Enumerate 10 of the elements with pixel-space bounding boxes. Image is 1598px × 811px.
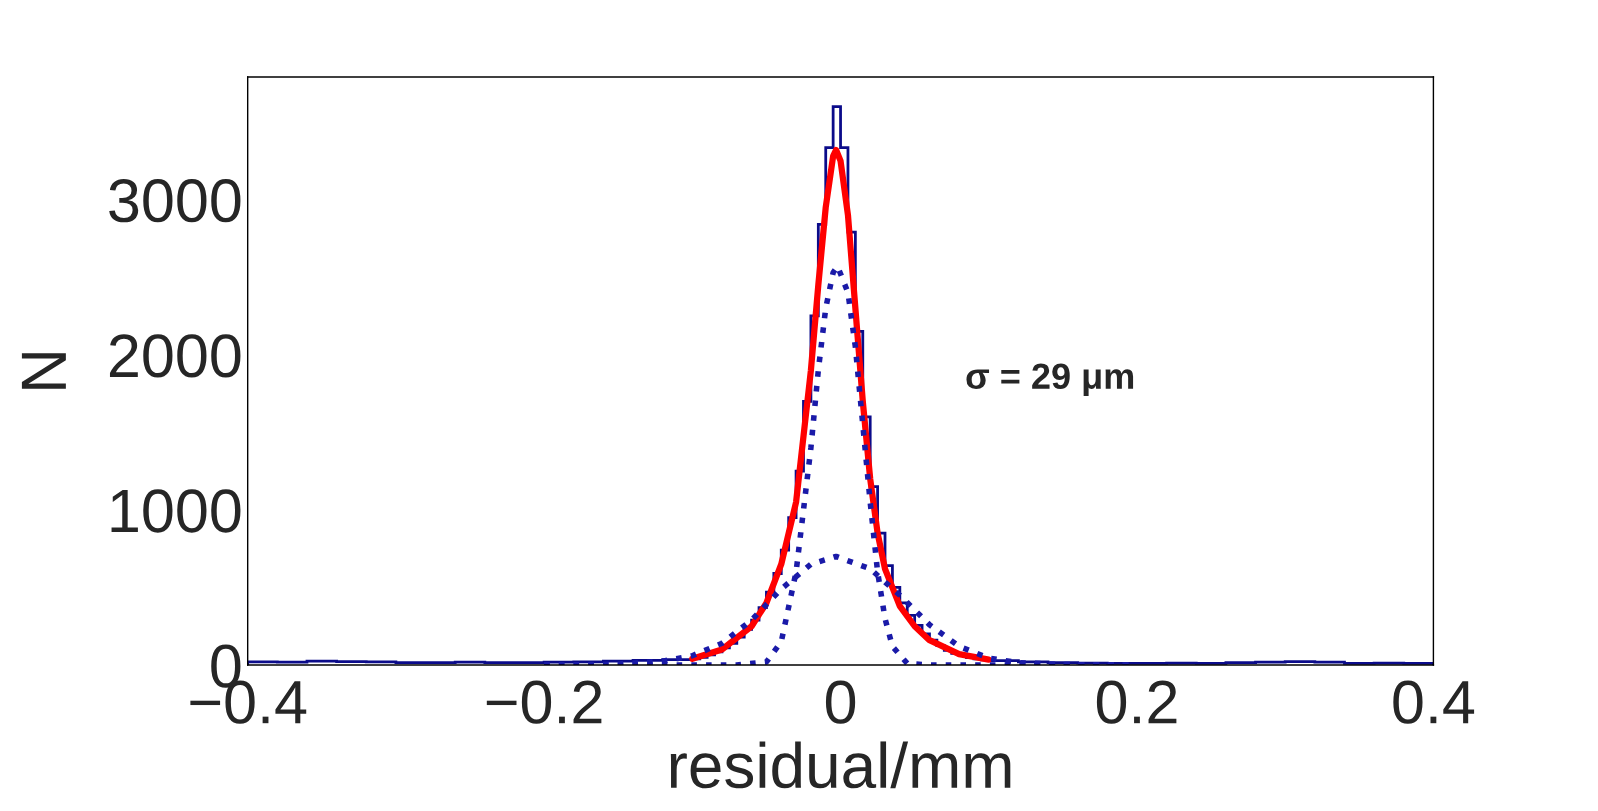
- x-tick-label: 0.2: [1096, 680, 1177, 724]
- annotation: σ = 29 μm: [966, 363, 1134, 397]
- x-axis-title: residual/mm: [670, 741, 1011, 789]
- x-tick-label: 0.4: [1393, 680, 1475, 724]
- x-tick-label: −0.2: [486, 680, 602, 724]
- y-tick-label: 2000: [109, 334, 241, 378]
- y-tick-label: 1000: [111, 489, 241, 533]
- x-tick-label: 0: [825, 680, 856, 724]
- y-axis-title: N: [21, 353, 66, 389]
- y-tick-label: 3000: [109, 179, 241, 223]
